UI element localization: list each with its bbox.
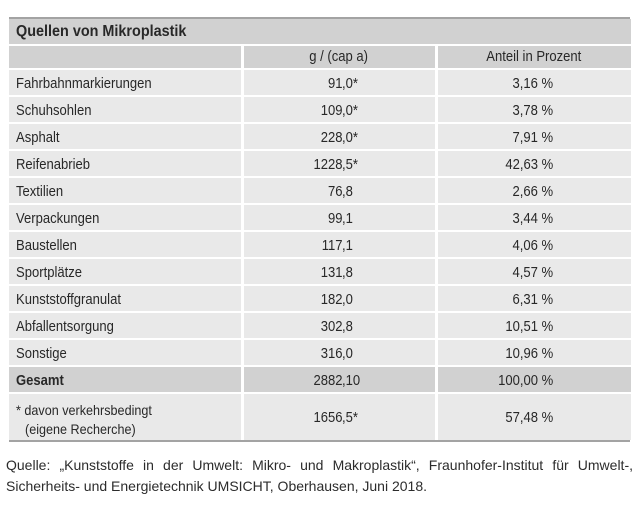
- table-title: Quellen von Mikroplastik: [9, 19, 631, 44]
- table-row-label: Asphalt: [9, 124, 241, 149]
- microplastics-table: Quellen von Mikroplastik g / (cap a) Ant…: [9, 17, 631, 442]
- table-row-value: 131,8: [243, 259, 435, 284]
- table-row-label: Reifenabrieb: [9, 151, 241, 176]
- table-row-label: Abfallentsorgung: [9, 313, 241, 338]
- source-note: Quelle: „Kunststoffe in der Umwelt: Mikr…: [6, 455, 633, 497]
- table-row-value: 302,8: [243, 313, 435, 338]
- column-header-value: g / (cap a): [243, 46, 435, 68]
- table-row-percent: 2,66 %: [437, 178, 631, 203]
- table-row-label: Verpackungen: [9, 205, 241, 230]
- column-header-label: [9, 46, 241, 68]
- table-row-percent: 42,63 %: [437, 151, 631, 176]
- table-row-label: Fahrbahnmarkierungen: [9, 70, 241, 95]
- table-row-percent: 10,51 %: [437, 313, 631, 338]
- table-row-label: Textilien: [9, 178, 241, 203]
- total-row-label: Gesamt: [9, 367, 241, 392]
- table-row-percent: 3,78 %: [437, 97, 631, 122]
- source-note-line2: Sicherheits- und Energietechnik UMSICHT,…: [6, 478, 427, 494]
- table-row-percent: 4,06 %: [437, 232, 631, 257]
- table-row-percent: 3,44 %: [437, 205, 631, 230]
- table-title-text: Quellen von Mikroplastik: [16, 22, 187, 40]
- footnote-row-label: * davon verkehrsbedingt (eigene Recherche…: [9, 394, 241, 440]
- table-row-label: Schuhsohlen: [9, 97, 241, 122]
- table-row-percent: 10,96 %: [437, 340, 631, 365]
- table-row-value: 316,0: [243, 340, 435, 365]
- footnote-row-percent: 57,48 %: [437, 394, 631, 440]
- table-row-percent: 4,57 %: [437, 259, 631, 284]
- total-row-percent: 100,00 %: [437, 367, 631, 392]
- footnote-row-value: 1656,5*: [243, 394, 435, 440]
- table-row-value: 117,1: [243, 232, 435, 257]
- table-row-value: 91,0*: [243, 70, 435, 95]
- table-row-value: 76,8: [243, 178, 435, 203]
- table-row-percent: 3,16 %: [437, 70, 631, 95]
- table-row-percent: 6,31 %: [437, 286, 631, 311]
- table-row-value: 109,0*: [243, 97, 435, 122]
- table-row-value: 228,0*: [243, 124, 435, 149]
- table-row-value: 182,0: [243, 286, 435, 311]
- table-row-value: 1228,5*: [243, 151, 435, 176]
- table-row-label: Baustellen: [9, 232, 241, 257]
- table-row-label: Kunststoffgranulat: [9, 286, 241, 311]
- source-note-line1: Quelle: „Kunststoffe in der Umwelt: Mikr…: [6, 457, 633, 473]
- table-row-value: 99,1: [243, 205, 435, 230]
- total-row-value: 2882,10: [243, 367, 435, 392]
- column-header-percent: Anteil in Prozent: [437, 46, 631, 68]
- table-row-label: Sonstige: [9, 340, 241, 365]
- table-row-label: Sportplätze: [9, 259, 241, 284]
- table-row-percent: 7,91 %: [437, 124, 631, 149]
